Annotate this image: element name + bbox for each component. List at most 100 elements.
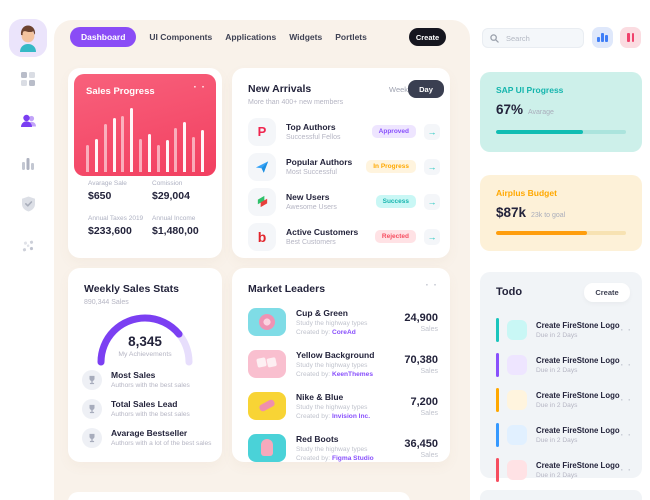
list-item: P Top Authors Successful Fellos Approved… xyxy=(248,114,440,149)
list-item: b Active Customers Best Customers Reject… xyxy=(248,219,440,254)
todo-item-title: Create FireStone Logo xyxy=(536,425,620,435)
status-badge: In Progress xyxy=(366,160,416,173)
weekly-stats-subtitle: 890,344 Sales xyxy=(84,299,129,306)
todo-item-menu[interactable]: · · xyxy=(620,324,632,335)
p-logo-glyph: P xyxy=(257,124,267,139)
tab-widgets[interactable]: Widgets xyxy=(289,32,323,42)
color-tile xyxy=(507,424,527,445)
list-item: Total Sales Lead Authors with the best s… xyxy=(82,399,214,428)
stat-annual-taxes: Annual Taxes 2019 $233,600 xyxy=(88,215,146,237)
grid-icon[interactable] xyxy=(19,70,37,88)
todo-item-menu[interactable]: · · xyxy=(620,429,632,440)
tab-ui-components[interactable]: UI Components xyxy=(149,32,213,42)
sales-progress-bars xyxy=(86,108,204,172)
arrow-right-button[interactable]: → xyxy=(424,123,440,140)
todo-create-button[interactable]: Create xyxy=(584,283,630,302)
scatter-icon[interactable] xyxy=(19,237,37,255)
color-bar xyxy=(496,317,499,342)
user-avatar[interactable] xyxy=(9,19,47,57)
day-toggle[interactable]: Day xyxy=(408,80,444,98)
item-subtitle: Study the highway types xyxy=(296,404,368,411)
item-subtitle: Authors with a lot of the best sales xyxy=(111,440,212,447)
sap-progress-caption: Avarage xyxy=(528,109,554,116)
todo-item-title: Create FireStone Logo xyxy=(536,390,620,400)
sales-value: 24,900 xyxy=(404,311,438,324)
stat-average-sale: Avarage Sale $650 xyxy=(88,180,146,202)
stat-value: $1,480,00 xyxy=(152,225,199,237)
creator-link[interactable]: Invision Inc. xyxy=(331,413,371,420)
new-arrivals-subtitle: More than 400+ new members xyxy=(248,99,344,106)
color-bar xyxy=(496,457,499,482)
pause-toolbar-button[interactable] xyxy=(620,27,641,48)
airplus-value: $87k xyxy=(496,205,527,220)
paper-plane-glyph xyxy=(255,160,269,173)
item-title: Total Sales Lead xyxy=(111,399,178,409)
creator-link[interactable]: CoreAd xyxy=(331,329,356,336)
gauge-caption: My Achievements xyxy=(118,351,172,358)
chart-toolbar-button[interactable] xyxy=(592,27,613,48)
item-subtitle: Study the highway types xyxy=(296,446,368,453)
item-title: Popular Authors xyxy=(286,157,353,167)
tab-applications[interactable]: Applications xyxy=(225,32,277,42)
item-title: Top Authors xyxy=(286,122,336,132)
top-navigation: Dashboard UI Components Applications Wid… xyxy=(70,27,367,47)
search-input[interactable] xyxy=(504,32,574,44)
color-bar xyxy=(496,422,499,447)
weekly-stats-list: Most Sales Authors with the best sales T… xyxy=(82,370,214,457)
users-icon-glyph xyxy=(20,114,36,127)
sales-unit: Sales xyxy=(420,409,438,417)
created-by-label: Created by: xyxy=(296,371,331,378)
product-thumbnail xyxy=(248,308,286,336)
color-bar xyxy=(496,387,499,412)
market-leaders-list: Cup & Green Study the highway types Crea… xyxy=(248,301,438,469)
item-title: Most Sales xyxy=(111,370,156,380)
list-item: Avarage Bestseller Authors with a lot of… xyxy=(82,428,214,457)
stat-value: $29,004 xyxy=(152,190,190,202)
shield-check-icon[interactable] xyxy=(19,195,37,213)
creator-link[interactable]: KeenThemes xyxy=(331,371,373,378)
users-icon[interactable] xyxy=(19,112,37,130)
item-creator-line: Created by: Figma Studio xyxy=(296,455,374,462)
donut-illustration xyxy=(259,314,275,330)
sales-progress-menu[interactable]: · · xyxy=(193,82,206,93)
item-creator-line: Created by: Invision Inc. xyxy=(296,413,370,420)
arrow-right-button[interactable]: → xyxy=(424,158,440,175)
todo-item-due: Due in 2 Days xyxy=(536,436,578,444)
item-subtitle: Authors with the best sales xyxy=(111,411,190,418)
item-title: Cup & Green xyxy=(296,308,348,318)
list-item: Yellow Background Study the highway type… xyxy=(248,343,438,385)
grid-icon-glyph xyxy=(21,72,35,86)
todo-item-menu[interactable]: · · xyxy=(620,394,632,405)
create-button[interactable]: Create xyxy=(409,28,446,46)
bar-chart-icon[interactable] xyxy=(19,154,37,172)
item-title: Yellow Background xyxy=(296,350,375,360)
item-subtitle: Best Customers xyxy=(286,239,336,246)
todo-item: Create FireStone Logo Due in 2 Days · · xyxy=(496,382,632,417)
trophy-icon xyxy=(82,370,102,390)
airplus-caption: 23k to goal xyxy=(531,212,566,219)
tab-dashboard[interactable]: Dashboard xyxy=(70,27,137,47)
shoes-illustration xyxy=(258,398,276,413)
sap-progress-title: SAP UI Progress xyxy=(496,85,564,95)
tab-portlets[interactable]: Portlets xyxy=(335,32,367,42)
sales-progress-chart-panel: Sales Progress · · xyxy=(74,74,216,176)
color-bar xyxy=(496,352,499,377)
created-by-label: Created by: xyxy=(296,455,331,462)
creator-link[interactable]: Figma Studio xyxy=(331,455,374,462)
partial-bottom-card-right xyxy=(480,490,642,500)
shield-check-icon-glyph xyxy=(21,196,35,212)
sales-unit: Sales xyxy=(420,325,438,333)
search-field[interactable] xyxy=(482,28,584,48)
arrow-right-button[interactable]: → xyxy=(424,193,440,210)
todo-item-menu[interactable]: · · xyxy=(620,359,632,370)
todo-item: Create FireStone Logo Due in 2 Days · · xyxy=(496,417,632,452)
b-logo-icon: b xyxy=(248,222,276,251)
arrow-right-button[interactable]: → xyxy=(424,228,440,245)
trophy-icon xyxy=(82,428,102,448)
todo-item-menu[interactable]: · · xyxy=(620,464,632,475)
item-subtitle: Awesome Users xyxy=(286,204,337,211)
color-tile xyxy=(507,354,527,375)
todo-item-title: Create FireStone Logo xyxy=(536,320,620,330)
week-toggle[interactable]: Week xyxy=(389,85,409,94)
market-leaders-menu[interactable]: · · xyxy=(425,280,438,291)
